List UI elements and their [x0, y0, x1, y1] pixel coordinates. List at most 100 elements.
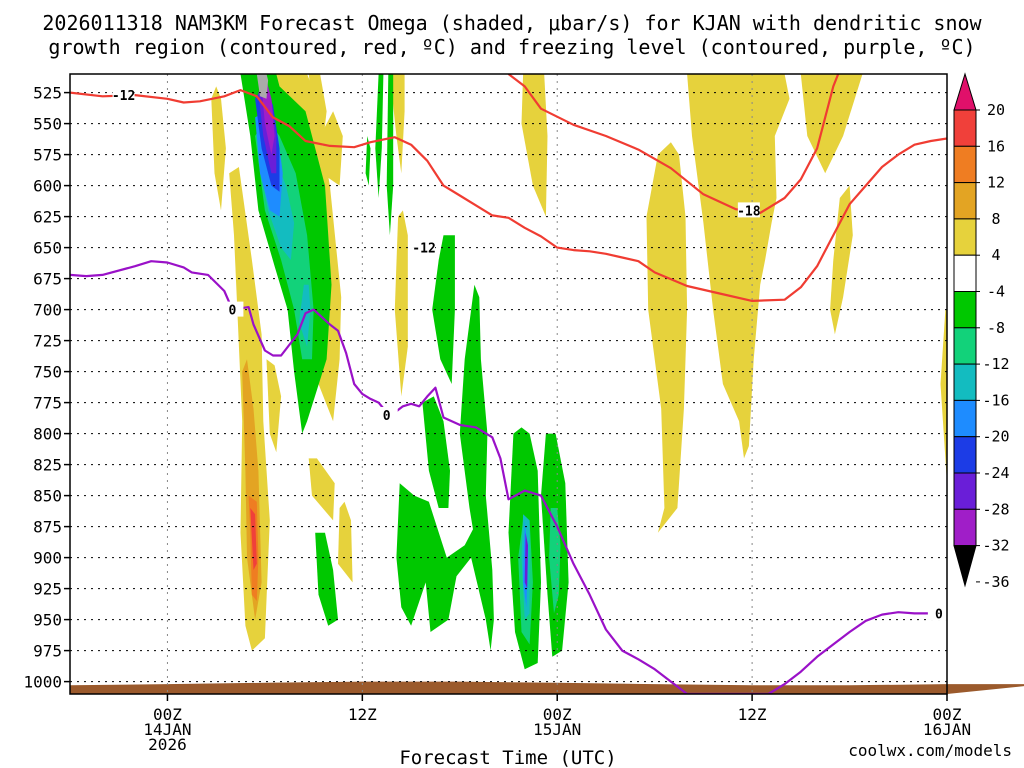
colorbar-tick-label: 12: [987, 174, 1005, 192]
omega-region: [432, 235, 455, 384]
omega-region: [940, 309, 947, 484]
omega-region: [394, 210, 408, 397]
freezing-level-label: 0: [935, 607, 943, 622]
y-tick-label: 775: [33, 394, 62, 413]
site-credit: coolwx.com/models: [848, 741, 1012, 760]
colorbar-bin: [953, 145, 977, 184]
plot-gridlines: [70, 74, 948, 694]
freezing-level-label-group: 0: [221, 301, 244, 319]
freezing-level-label-bg: [927, 605, 947, 621]
isotherm-label: -18: [737, 204, 761, 219]
terrain-surface: [70, 681, 1024, 694]
x-tick-label: 14JAN: [143, 720, 191, 739]
y-tick-label: 550: [33, 115, 62, 134]
omega-region: [211, 86, 226, 211]
isotherm-label-bg: [737, 202, 760, 218]
isotherm-label: -12: [112, 89, 135, 104]
colorbar-bin: [953, 327, 977, 365]
colorbar-bin: [953, 472, 977, 510]
contour-lines: -12 -12 -18 0 0 0: [70, 74, 947, 694]
chart-title-line-1: 2026011318 NAM3KM Forecast Omega (shaded…: [42, 11, 982, 35]
y-tick-label: 1000: [23, 673, 62, 692]
omega-region: [338, 501, 353, 583]
colorbar-bin: [953, 399, 977, 438]
omega-region: [365, 136, 371, 186]
chart-title-line-2: growth region (contoured, red, ºC) and f…: [48, 35, 975, 59]
omega-region: [315, 532, 338, 626]
x-axis-label: Forecast Time (UTC): [399, 747, 616, 768]
y-tick-label: 575: [33, 146, 62, 165]
colorbar: 20 16 12 8 4 -4 -8 -12 -16 -20 -24 -28 -32 -36: [953, 72, 1010, 591]
y-tick-label: 900: [33, 549, 62, 568]
freezing-level-contour: [70, 260, 947, 694]
omega-region: [646, 142, 688, 533]
omega-region: [389, 74, 405, 174]
x-tick-label: 00Z: [933, 705, 962, 724]
colorbar-tick-label: -16: [982, 391, 1009, 409]
colorbar-tick-label: -32: [982, 537, 1009, 555]
x-tick-label: 15JAN: [533, 720, 581, 739]
terrain-fill: [70, 681, 1024, 694]
x-tick-label: 2026: [148, 735, 187, 754]
y-tick-label: 875: [33, 518, 62, 537]
y-tick-label: 950: [33, 611, 62, 630]
freezing-level-label-bg: [221, 301, 244, 317]
isotherm-label-bg: [112, 87, 135, 103]
isotherm-label-group: -12: [412, 239, 436, 257]
colorbar-tick-label: 4: [991, 246, 1000, 264]
omega-region: [1015, 390, 1024, 495]
omega-region: [321, 111, 343, 186]
freezing-level-label-group: 0: [375, 407, 398, 424]
y-tick-label: 725: [33, 332, 62, 351]
freezing-level-label: 0: [228, 304, 236, 319]
plot-frame: [69, 73, 948, 695]
colorbar-bottom-arrow: [953, 545, 977, 588]
x-tick-label: 12Z: [348, 705, 377, 724]
freezing-level-label-bg: [375, 407, 398, 422]
colorbar-tick-label: -12: [982, 355, 1009, 373]
omega-region: [521, 74, 548, 217]
x-tick-label: 12Z: [738, 705, 767, 724]
y-tick-label: 750: [33, 363, 62, 382]
y-tick-label: 975: [33, 642, 62, 661]
colorbar-tick-label: -8: [987, 319, 1005, 337]
colorbar-bin: [953, 436, 977, 474]
y-tick-label: 700: [33, 301, 62, 320]
y-axis: 525 550 575 600 625 650 675 700 725 750 775 800 825 8…: [23, 84, 70, 692]
omega-region: [308, 458, 335, 521]
omega-region: [830, 185, 853, 335]
colorbar-bin: [953, 363, 977, 401]
y-tick-label: 525: [33, 84, 62, 103]
colorbar-tick-label: -24: [982, 464, 1009, 482]
omega-region: [386, 74, 394, 236]
colorbar-bin: [953, 218, 977, 256]
isotherm-label-group: -12: [112, 87, 135, 104]
y-tick-label: 675: [33, 270, 62, 289]
colorbar-bin: [953, 109, 977, 147]
omega-region: [549, 508, 561, 614]
x-tick-label: 00Z: [543, 705, 572, 724]
y-tick-label: 925: [33, 580, 62, 599]
y-tick-label: 850: [33, 487, 62, 506]
omega-region: [375, 74, 384, 198]
omega-region: [250, 508, 257, 570]
x-tick-label: 00Z: [153, 705, 182, 724]
freezing-level-label: 0: [383, 409, 391, 424]
colorbar-top-arrow: [953, 72, 977, 111]
freezing-level-label-group: 0: [927, 605, 947, 622]
isotherm-contour: [507, 74, 840, 214]
colorbar-tick-label: 8: [991, 210, 1000, 228]
colorbar-tick-label: 20: [987, 101, 1005, 119]
omega-region: [459, 284, 488, 558]
omega-region: [261, 80, 275, 155]
colorbar-tick-label: -28: [982, 500, 1009, 518]
isotherm-label: -12: [412, 242, 435, 257]
colorbar-tick-label: -36: [982, 573, 1009, 591]
colorbar-tick-label: -4: [987, 283, 1005, 301]
colorbar-bin: [953, 254, 977, 292]
isotherm-label-bg: [413, 239, 436, 255]
omega-region: [266, 359, 282, 453]
isotherm-contour: [70, 89, 947, 302]
